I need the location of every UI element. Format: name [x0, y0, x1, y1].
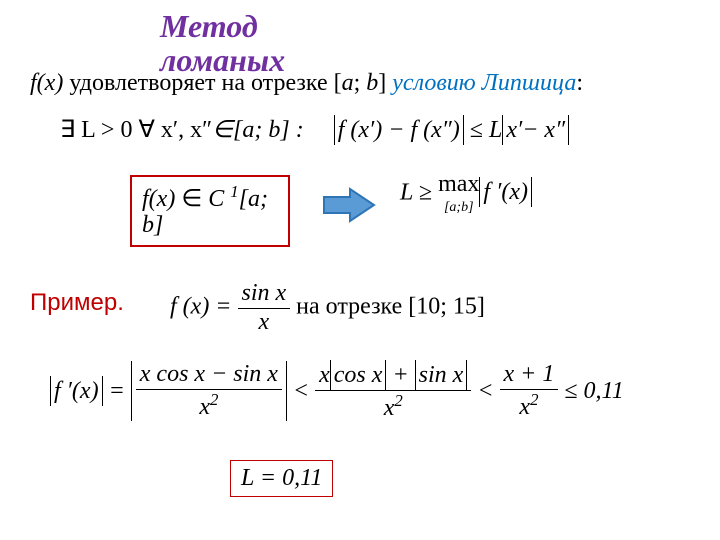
frac1-num-a: x	[140, 361, 151, 387]
result-box: L = 0,11	[230, 460, 333, 497]
c1-condition-box: f(x) ∈ C 1[a; b]	[130, 175, 290, 247]
example-equation: f (x) = sin xx на отрезке [10; 15]	[170, 280, 485, 336]
c1-C: C	[208, 186, 230, 212]
sinx-over-x: sin xx	[238, 280, 291, 336]
c1-sup: 1	[230, 182, 238, 201]
frac2-den-sup: 2	[394, 391, 402, 410]
max-stack: max [a;b]	[438, 174, 479, 215]
slide-title: Метод ломаных	[160, 10, 460, 77]
frac1-num-b: cos x − sin x	[156, 361, 278, 387]
c1-fx: f(x)	[142, 186, 181, 212]
interval-ab: [a; b] :	[233, 117, 304, 143]
implies-arrow-icon	[320, 185, 380, 225]
c1-in: ∈	[181, 186, 208, 212]
example-label: Пример.	[30, 290, 130, 316]
interval-sep: ;	[354, 70, 367, 96]
frac3-den-sup: 2	[530, 390, 538, 409]
deriv-leq: ≤ 0,11	[558, 378, 623, 404]
frac3-num: x + 1	[500, 361, 559, 390]
L-geq: L ≥	[400, 179, 438, 205]
frac2-abs-cos: cos x	[330, 360, 387, 390]
max-word: max	[438, 171, 479, 197]
frac-num: sin x	[238, 280, 291, 309]
abs-rhs-inner: x′− x″	[506, 117, 565, 143]
exists-L: ∃ L > 0 ∀ x′, x″	[60, 117, 212, 143]
frac1-den-sup: 2	[210, 390, 218, 409]
deriv-eq: =	[103, 378, 131, 404]
example-interval: на отрезке [10; 15]	[290, 294, 485, 320]
deriv-lhs: f ′(x)	[54, 378, 99, 404]
lipschitz-condition-text: условию Липшица	[392, 70, 576, 96]
L-max-formula: L ≥ max [a;b] f ′(x)	[400, 174, 532, 215]
frac2-plus: +	[386, 362, 414, 388]
frac2-den: x	[384, 395, 395, 421]
element-of: ∈	[212, 117, 233, 143]
lipschitz-colon: :	[576, 70, 583, 96]
derivative-inequality: f ′(x) = x cos x − sin xx2 < xcos x + si…	[50, 360, 624, 423]
title-line1: Метод	[160, 8, 258, 44]
interval-a: a	[342, 70, 354, 96]
example-fx-eq: f (x) =	[170, 294, 238, 320]
interval-b: b	[366, 70, 378, 96]
leq-L: ≤ L	[464, 117, 503, 143]
result-text: L = 0,11	[241, 465, 322, 491]
deriv-frac2: xcos x + sin xx2	[315, 360, 471, 423]
max-abs-inner: f ′(x)	[483, 179, 528, 205]
fx-symbol: f(x)	[30, 70, 63, 96]
deriv-lt1: <	[287, 378, 315, 404]
abs-lhs: f (x′) − f (x″)	[334, 115, 464, 145]
max-abs: f ′(x)	[479, 177, 532, 207]
max-under: [a;b]	[444, 200, 474, 215]
example-label-text: Пример.	[30, 289, 124, 316]
deriv-lt2: <	[471, 378, 499, 404]
abs-lhs-inner: f (x′) − f (x″)	[338, 117, 460, 143]
interval-close: ]	[378, 70, 392, 96]
frac-den: x	[238, 309, 291, 337]
lipschitz-text-1: удовлетворяет на отрезке [	[63, 70, 341, 96]
abs-rhs: x′− x″	[502, 115, 569, 145]
frac3-den: x	[519, 394, 530, 420]
slide: Метод ломаных f(x) удовлетворяет на отре…	[0, 0, 720, 540]
lipschitz-formula: ∃ L > 0 ∀ x′, x″∈[a; b] : f (x′) − f (x″…	[60, 115, 569, 145]
deriv-frac1: x cos x − sin xx2	[131, 361, 287, 421]
frac1-den: x	[199, 394, 210, 420]
frac2-abs-sin: sin x	[415, 360, 468, 390]
deriv-lhs-abs: f ′(x)	[50, 376, 103, 406]
lipschitz-definition-line: f(x) удовлетворяет на отрезке [a; b] усл…	[30, 70, 583, 97]
deriv-frac3: x + 1 x2	[500, 361, 559, 421]
frac2-num-x: x	[319, 362, 330, 388]
